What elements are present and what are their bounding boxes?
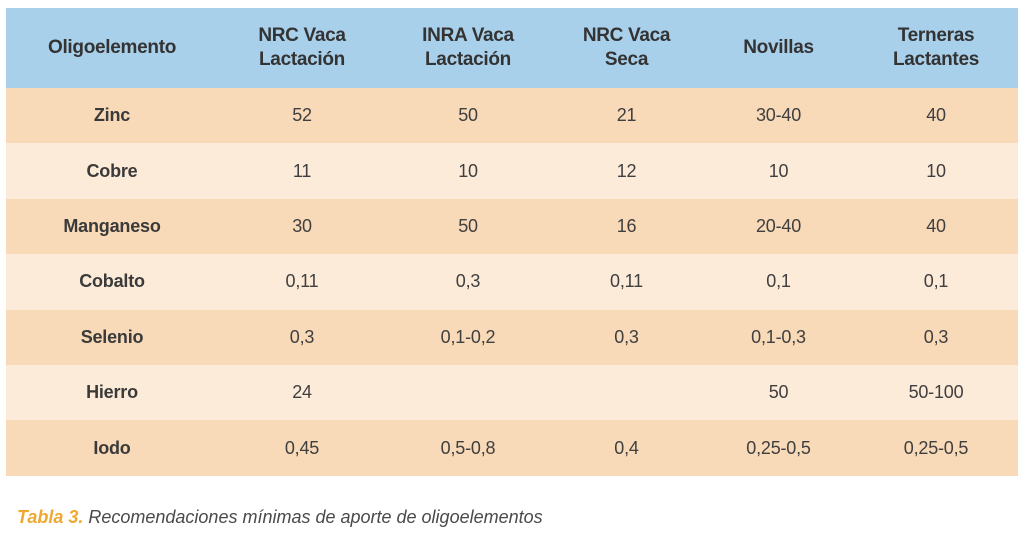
header-row: Oligoelemento NRC Vaca Lactación INRA Vac… (6, 8, 1018, 88)
row-label: Manganeso (6, 199, 218, 254)
table-cell: 30 (218, 199, 386, 254)
table-cell: 0,3 (218, 310, 386, 365)
table-cell: 0,11 (550, 254, 703, 309)
caption-text: Recomendaciones mínimas de aporte de oli… (88, 507, 542, 527)
table-row: Manganeso 30 50 16 20-40 40 (6, 199, 1018, 254)
table-header: Oligoelemento NRC Vaca Lactación INRA Vac… (6, 8, 1018, 88)
table-container: Oligoelemento NRC Vaca Lactación INRA Vac… (6, 8, 1018, 476)
table-cell: 0,11 (218, 254, 386, 309)
row-label: Hierro (6, 365, 218, 420)
table-cell: 50 (386, 88, 550, 143)
table-cell: 50 (703, 365, 854, 420)
table-cell: 10 (703, 143, 854, 198)
table-cell: 0,45 (218, 420, 386, 475)
table-row: Zinc 52 50 21 30-40 40 (6, 88, 1018, 143)
header-cell-novillas: Novillas (703, 8, 854, 88)
table-cell: 0,5-0,8 (386, 420, 550, 475)
header-cell-oligoelemento: Oligoelemento (6, 8, 218, 88)
trace-elements-table: Oligoelemento NRC Vaca Lactación INRA Vac… (6, 8, 1018, 476)
table-cell: 21 (550, 88, 703, 143)
header-cell-terneras-lactantes: Terneras Lactantes (854, 8, 1018, 88)
table-cell: 0,1-0,3 (703, 310, 854, 365)
table-cell: 0,1-0,2 (386, 310, 550, 365)
row-label: Cobalto (6, 254, 218, 309)
table-cell: 10 (386, 143, 550, 198)
table-cell: 30-40 (703, 88, 854, 143)
table-cell: 50 (386, 199, 550, 254)
header-cell-nrc-vaca-lactacion: NRC Vaca Lactación (218, 8, 386, 88)
table-row: Iodo 0,45 0,5-0,8 0,4 0,25-0,5 0,25-0,5 (6, 420, 1018, 475)
table-cell: 0,25-0,5 (703, 420, 854, 475)
row-label: Cobre (6, 143, 218, 198)
table-cell: 10 (854, 143, 1018, 198)
table-cell: 40 (854, 88, 1018, 143)
table-cell: 0,3 (386, 254, 550, 309)
table-cell (386, 365, 550, 420)
table-cell: 0,4 (550, 420, 703, 475)
caption-label: Tabla 3. (17, 507, 83, 527)
table-cell: 0,25-0,5 (854, 420, 1018, 475)
row-label: Selenio (6, 310, 218, 365)
table-cell: 20-40 (703, 199, 854, 254)
table-cell: 50-100 (854, 365, 1018, 420)
table-cell (550, 365, 703, 420)
header-cell-inra-vaca-lactacion: INRA Vaca Lactación (386, 8, 550, 88)
table-row: Hierro 24 50 50-100 (6, 365, 1018, 420)
table-cell: 0,3 (550, 310, 703, 365)
table-cell: 0,1 (703, 254, 854, 309)
table-cell: 0,3 (854, 310, 1018, 365)
row-label: Iodo (6, 420, 218, 475)
table-row: Cobre 11 10 12 10 10 (6, 143, 1018, 198)
table-cell: 12 (550, 143, 703, 198)
table-row: Cobalto 0,11 0,3 0,11 0,1 0,1 (6, 254, 1018, 309)
table-cell: 24 (218, 365, 386, 420)
table-body: Zinc 52 50 21 30-40 40 Cobre 11 10 12 10… (6, 88, 1018, 476)
header-cell-nrc-vaca-seca: NRC Vaca Seca (550, 8, 703, 88)
table-cell: 0,1 (854, 254, 1018, 309)
table-cell: 16 (550, 199, 703, 254)
table-row: Selenio 0,3 0,1-0,2 0,3 0,1-0,3 0,3 (6, 310, 1018, 365)
table-cell: 52 (218, 88, 386, 143)
table-cell: 40 (854, 199, 1018, 254)
row-label: Zinc (6, 88, 218, 143)
table-caption: Tabla 3. Recomendaciones mínimas de aport… (17, 507, 543, 528)
table-cell: 11 (218, 143, 386, 198)
